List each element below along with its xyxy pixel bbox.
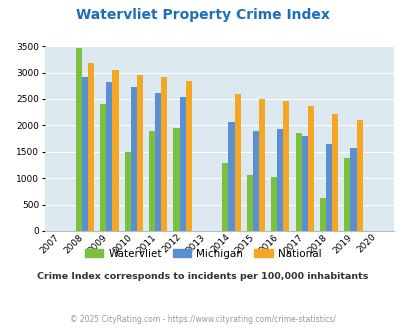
Bar: [277, 129, 283, 231]
Bar: [234, 94, 240, 231]
Bar: [136, 75, 143, 231]
Bar: [76, 48, 82, 231]
Bar: [331, 114, 337, 231]
Bar: [155, 93, 161, 231]
Bar: [246, 175, 252, 231]
Text: Watervliet Property Crime Index: Watervliet Property Crime Index: [76, 8, 329, 22]
Bar: [179, 97, 185, 231]
Bar: [124, 152, 130, 231]
Bar: [307, 106, 313, 231]
Bar: [173, 127, 179, 231]
Text: Crime Index corresponds to incidents per 100,000 inhabitants: Crime Index corresponds to incidents per…: [37, 272, 368, 281]
Bar: [100, 104, 106, 231]
Bar: [295, 133, 301, 231]
Bar: [130, 87, 136, 231]
Bar: [82, 77, 88, 231]
Bar: [106, 82, 112, 231]
Bar: [88, 63, 94, 231]
Bar: [112, 71, 118, 231]
Bar: [319, 198, 325, 231]
Bar: [325, 145, 331, 231]
Bar: [343, 158, 350, 231]
Legend: Watervliet, Michigan, National: Watervliet, Michigan, National: [80, 245, 325, 263]
Bar: [222, 163, 228, 231]
Bar: [301, 137, 307, 231]
Bar: [228, 122, 234, 231]
Bar: [185, 81, 191, 231]
Bar: [161, 77, 167, 231]
Bar: [283, 101, 289, 231]
Bar: [356, 119, 362, 231]
Bar: [258, 99, 264, 231]
Bar: [350, 148, 356, 231]
Bar: [271, 177, 277, 231]
Bar: [252, 131, 258, 231]
Bar: [149, 131, 155, 231]
Text: © 2025 CityRating.com - https://www.cityrating.com/crime-statistics/: © 2025 CityRating.com - https://www.city…: [70, 315, 335, 324]
